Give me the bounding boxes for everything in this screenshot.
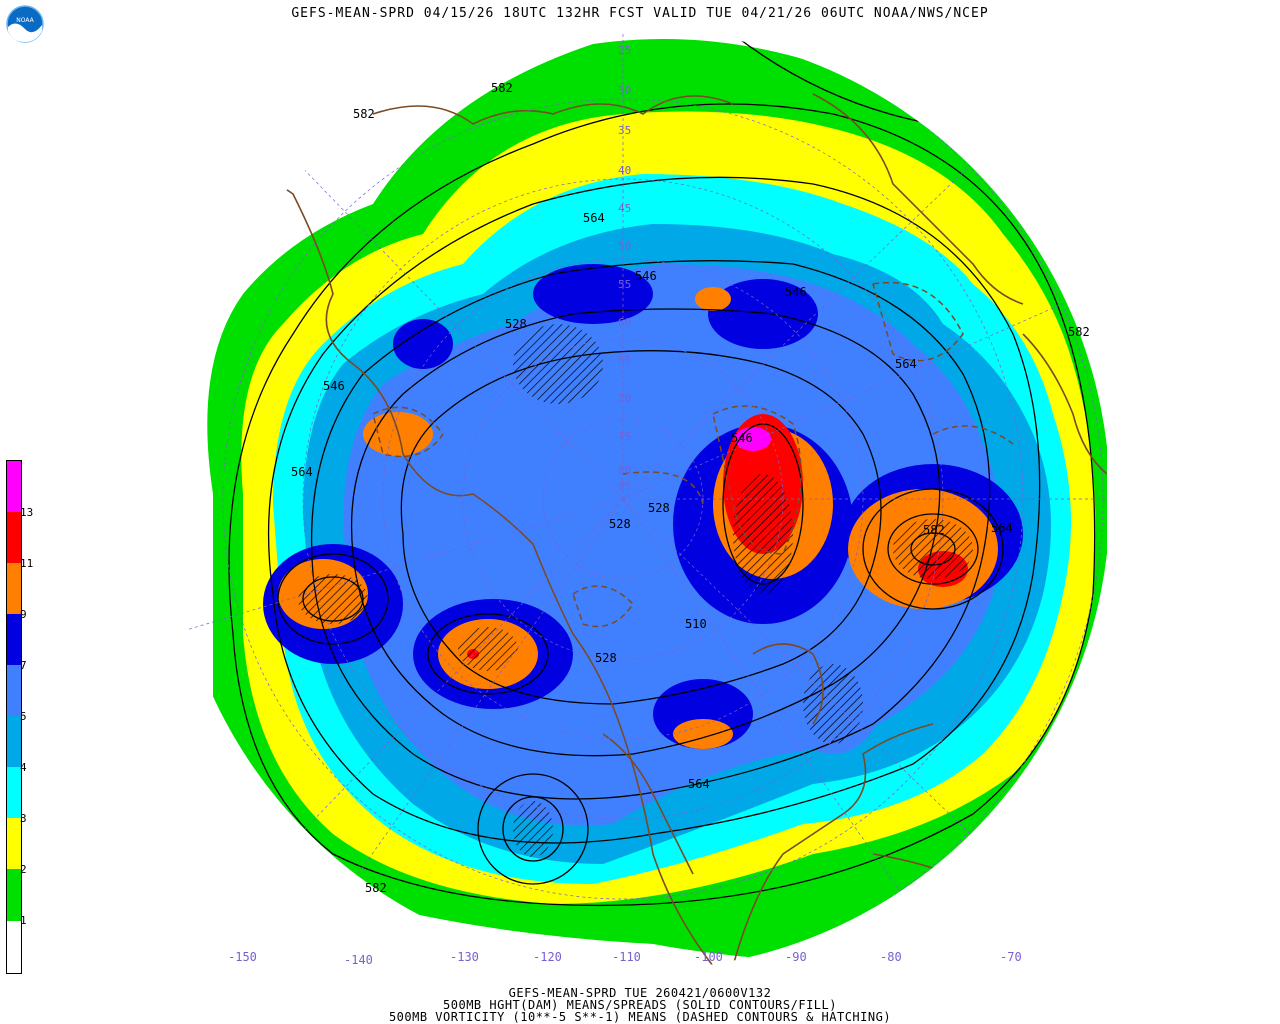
logo-text: NOAA [16,17,34,24]
legend-label: 9 [20,608,27,621]
legend-band [7,818,21,869]
lat-label: 85 [618,480,631,493]
lat-label: 65 [618,354,631,367]
legend-band [7,614,21,665]
contour-label: 564 [688,777,710,791]
forecast-map: 25 30 35 40 45 50 55 60 65 70 75 80 85 5… [170,30,1110,970]
legend-label: 11 [20,557,34,570]
contour-label: 582 [353,107,375,121]
lat-label: 75 [618,430,631,443]
contour-label: 528 [595,651,617,665]
contour-label: 546 [323,379,345,393]
contour-label: 582 [923,523,945,537]
legend-band [7,512,21,563]
contour-label: 582 [365,881,387,895]
page-title: GEFS-MEAN-SPRD 04/15/26 18UTC 132HR FCST… [291,6,989,21]
noaa-logo: NOAA [6,5,44,43]
legend-band [7,461,21,512]
contour-label: 582 [1068,325,1090,339]
legend-label: 7 [20,659,27,672]
legend-label: 1 [20,914,27,927]
contour-label: 582 [491,81,513,95]
legend-label: 4 [20,761,27,774]
lat-label: 55 [618,278,631,291]
lon-label: -150 [228,950,257,964]
lat-label: 35 [618,124,631,137]
lon-label: -130 [450,950,479,964]
lon-label: -90 [785,950,807,964]
lat-label: 25 [618,44,631,57]
legend-band [7,563,21,614]
lon-label: -140 [344,953,373,967]
lat-label: 40 [618,164,631,177]
legend-band [7,716,21,767]
contour-label: 564 [583,211,605,225]
lat-label: 80 [618,464,631,477]
contour-label: 564 [291,465,313,479]
contour-label: 564 [991,521,1013,535]
contour-label: 564 [895,357,917,371]
contour-label: 528 [505,317,527,331]
lon-label: -80 [880,950,902,964]
legend-band [7,665,21,716]
footer-line-2: 500MB HGHT(DAM) MEANS/SPREADS (SOLID CON… [443,998,837,1012]
legend-band [7,767,21,818]
footer-line-3: 500MB VORTICITY (10**-5 S**-1) MEANS (DA… [388,1010,892,1024]
legend-band [7,869,21,921]
footer-line-1: GEFS-MEAN-SPRD TUE 260421/0600V132 [508,986,772,1000]
lon-label: -110 [612,950,641,964]
legend-band [7,921,21,973]
lon-label: -120 [533,950,562,964]
legend-label: 5 [20,710,27,723]
spread-color-legend [6,460,22,974]
contour-label: 528 [648,501,670,515]
lat-label: 45 [618,202,631,215]
lon-label: -70 [1000,950,1022,964]
contour-label: 546 [785,285,807,299]
lon-label: -100 [694,950,723,964]
lat-label: 60 [618,316,631,329]
contour-label: 546 [731,431,753,445]
contour-label: 528 [609,517,631,531]
contour-label: 546 [635,269,657,283]
legend-label: 3 [20,812,27,825]
lat-label: 30 [618,84,631,97]
lat-label: 50 [618,240,631,253]
contour-label: 510 [685,617,707,631]
legend-label: 2 [20,863,27,876]
lat-label: 70 [618,392,631,405]
legend-label: 13 [20,506,34,519]
